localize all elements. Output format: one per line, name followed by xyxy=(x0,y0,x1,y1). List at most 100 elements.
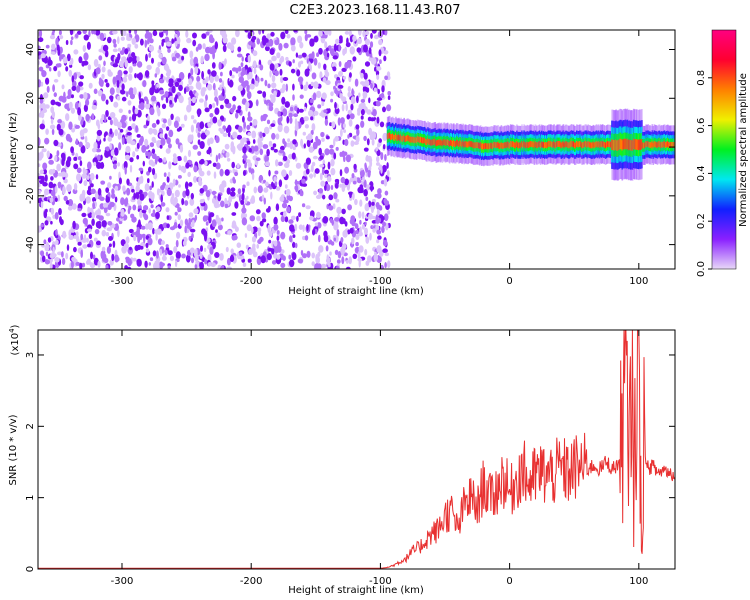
spectrogram-noise-cell xyxy=(106,246,111,254)
spectrogram-noise-cell xyxy=(281,96,286,105)
spectrogram-noise-cell xyxy=(345,266,351,269)
spectrogram-noise-cell xyxy=(147,115,150,122)
spectrogram-noise-cell xyxy=(312,92,317,101)
spectrogram-signal-cell xyxy=(555,142,557,148)
spectrogram-noise-cell xyxy=(273,90,277,97)
spectrogram-noise-cell xyxy=(48,159,54,165)
spectrogram-noise-cell xyxy=(176,37,181,44)
spectrogram-noise-cell xyxy=(144,183,150,192)
spectrogram-signal-cell xyxy=(546,142,548,149)
spectrogram-noise-cell xyxy=(43,210,48,219)
y-tick-label: -40 xyxy=(25,236,36,252)
spectrogram-noise-cell xyxy=(83,234,87,241)
spectrogram-noise-cell xyxy=(153,262,157,269)
x-tick-label: -200 xyxy=(240,276,263,287)
spectrogram-noise-cell xyxy=(95,240,101,246)
spectrogram-noise-cell xyxy=(209,212,215,218)
spectrogram-noise-cell xyxy=(387,210,391,215)
snr-x-axis-title: Height of straight line (km) xyxy=(288,585,424,596)
spectrogram-noise-cell xyxy=(83,169,88,174)
spectrogram-noise-cell xyxy=(211,219,217,228)
spectrogram-noise-cell xyxy=(367,116,372,122)
spectrogram-noise-cell xyxy=(184,218,189,226)
spectrogram-noise-cell xyxy=(384,30,388,36)
spectrogram-noise-cell xyxy=(175,239,179,248)
spectrogram-noise-cell xyxy=(41,70,47,78)
spectrogram-noise-cell xyxy=(269,63,275,71)
spectrogram-noise-cell xyxy=(246,195,249,200)
spectrogram-noise-cell xyxy=(71,85,77,91)
spectrogram-noise-cell xyxy=(319,155,324,160)
spectrogram-noise-cell xyxy=(284,30,289,34)
spectrogram-noise-cell xyxy=(56,123,61,131)
spectrogram-noise-cell xyxy=(226,157,231,162)
spectrogram-noise-cell xyxy=(128,66,133,74)
spectrogram-noise-cell xyxy=(268,102,274,107)
spectrogram-noise-cell xyxy=(267,205,271,212)
spectrogram-noise-cell xyxy=(339,169,343,177)
spectrogram-noise-cell xyxy=(40,110,45,119)
spectrogram-noise-cell xyxy=(77,156,82,161)
spectrogram-noise-cell xyxy=(276,52,281,59)
spectrogram-noise-cell xyxy=(384,252,389,257)
spectrogram-noise-cell xyxy=(65,252,69,260)
spectrogram-signal-cell xyxy=(460,140,462,147)
spectrogram-noise-cell xyxy=(311,51,315,60)
spectrogram-noise-cell xyxy=(38,30,43,38)
spectrogram-noise-cell xyxy=(341,208,346,215)
spectrogram-noise-cell xyxy=(330,241,335,246)
spectrogram-noise-cell xyxy=(299,41,304,49)
spectrogram-noise-cell xyxy=(153,129,158,136)
spectrogram-noise-cell xyxy=(342,243,347,250)
spectrogram-noise-cell xyxy=(386,104,392,112)
spectrogram-noise-cell xyxy=(134,30,138,35)
spectrogram-signal-cell xyxy=(399,135,401,142)
spectrogram-noise-cell xyxy=(38,163,41,168)
spectrogram-noise-cell xyxy=(255,157,261,161)
spectrogram-signal-cell xyxy=(535,142,538,149)
spectrogram-noise-cell xyxy=(193,90,196,95)
spectrogram-noise-cell xyxy=(132,55,135,65)
spectrogram-noise-cell xyxy=(81,262,86,268)
spectrogram-noise-cell xyxy=(327,266,333,269)
spectrogram-noise-cell xyxy=(151,57,154,64)
spectrogram-noise-cell xyxy=(150,212,157,217)
spectrogram-noise-cell xyxy=(154,156,158,165)
spectrogram-noise-cell xyxy=(127,43,132,48)
spectrogram-signal-cell xyxy=(414,136,417,143)
spectrogram-noise-cell xyxy=(323,109,328,113)
spectrogram-signal-cell xyxy=(637,139,639,150)
spectrogram-noise-cell xyxy=(235,112,239,119)
spectrogram-noise-cell xyxy=(126,266,132,269)
spectrogram-noise-cell xyxy=(146,32,153,40)
spectrogram-signal-cell xyxy=(586,142,588,148)
spectrogram-noise-cell xyxy=(273,240,278,247)
spectrogram-noise-cell xyxy=(294,242,298,249)
spectrogram-noise-cell xyxy=(272,143,277,148)
spectrogram-noise-cell xyxy=(124,73,128,78)
spectrogram-noise-cell xyxy=(179,219,184,227)
spectrogram-signal-cell xyxy=(624,138,627,149)
spectrogram-noise-cell xyxy=(187,171,191,178)
spectrogram-noise-cell xyxy=(160,194,163,203)
spectrogram-noise-cell xyxy=(211,70,217,77)
spectrogram-noise-cell xyxy=(243,121,247,129)
spectrogram-noise-cell xyxy=(138,91,141,101)
spectrogram-noise-cell xyxy=(167,171,171,178)
spectrogram-noise-cell xyxy=(177,78,182,83)
spectrogram-noise-cell xyxy=(349,35,354,43)
spectrogram-noise-cell xyxy=(335,198,340,203)
spectrogram-noise-cell xyxy=(165,148,171,154)
spectrogram-noise-cell xyxy=(380,152,384,160)
spectrogram-noise-cell xyxy=(185,188,190,197)
spectrogram-noise-cell xyxy=(175,52,180,59)
spectrogram-noise-cell xyxy=(150,193,155,202)
spectrogram-noise-cell xyxy=(250,197,256,204)
spectrogram-signal-cell xyxy=(608,141,610,148)
spectrogram-x-axis-title: Height of straight line (km) xyxy=(288,286,424,297)
spectrogram-signal-cell xyxy=(540,141,543,148)
y-tick-label: -20 xyxy=(25,188,36,204)
spectrogram-noise-cell xyxy=(209,37,215,44)
spectrogram-noise-cell xyxy=(170,196,174,205)
spectrogram-signal-cell xyxy=(662,141,665,148)
